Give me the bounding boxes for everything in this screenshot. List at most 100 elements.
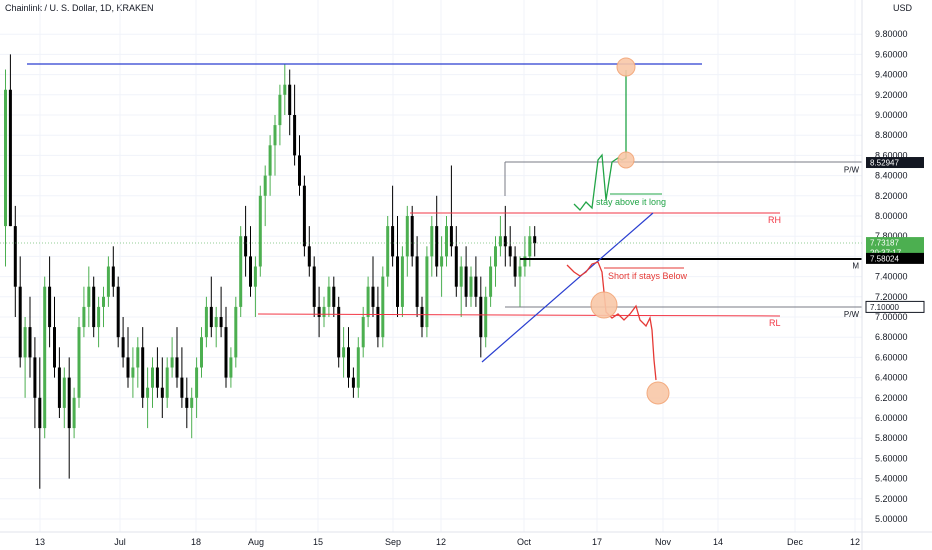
range-low-label: RL — [769, 318, 781, 328]
candle-body — [410, 216, 414, 257]
candlestick-series — [4, 54, 537, 489]
candle-body — [258, 195, 262, 267]
range-high-label: RH — [768, 215, 781, 225]
candle-body — [200, 337, 203, 368]
candle-body — [327, 286, 331, 307]
candle-body — [518, 266, 522, 277]
candle-body — [312, 266, 316, 307]
candle-body — [351, 377, 355, 388]
candle-body — [298, 155, 301, 186]
price-tick-label: 8.20000 — [875, 191, 908, 201]
price-tag-value: 7.73187 — [870, 239, 899, 248]
candle-body — [204, 306, 208, 338]
candle-body — [469, 276, 473, 297]
candle-body — [92, 286, 96, 328]
candle-body — [136, 347, 140, 368]
drawing-layer: RH RL stay above it long Short if stays Bel… — [0, 57, 862, 405]
price-tick-label: 9.20000 — [875, 90, 908, 100]
price-tick-label: 7.00000 — [875, 312, 908, 322]
candle-body — [533, 236, 537, 244]
time-tick-label: 13 — [35, 537, 45, 547]
candle-body — [454, 246, 458, 287]
candle-body — [131, 367, 135, 378]
range-low-line — [257, 313, 781, 317]
candle-body — [229, 357, 233, 378]
candle-body — [484, 296, 488, 338]
short-below-label: Short if stays Below — [608, 271, 688, 281]
candle-body — [337, 306, 341, 358]
price-tick-label: 6.60000 — [875, 352, 908, 362]
price-tick-label: 6.80000 — [875, 332, 908, 342]
candle-body — [391, 226, 395, 257]
time-tick-label: Jul — [114, 537, 126, 547]
price-tag-box — [865, 300, 925, 313]
candle-body — [498, 236, 502, 247]
candle-body — [430, 226, 434, 257]
time-axis[interactable]: 13 Jul 18 Aug 15 Sep 12 Oct 17 Nov 14 Dec 12 — [35, 537, 860, 547]
time-tick-label: Dec — [787, 537, 804, 547]
time-tick-label: 18 — [191, 537, 201, 547]
candle-body — [396, 256, 399, 307]
price-tick-label: 8.80000 — [875, 130, 908, 140]
candle-body — [190, 397, 194, 408]
candle-body — [528, 236, 532, 257]
price-tick-label: 8.40000 — [875, 171, 908, 181]
chart-title: Chainlink / U. S. Dollar, 1D, KRAKEN — [5, 3, 154, 13]
time-tick-label: 15 — [313, 537, 323, 547]
candle-body — [244, 236, 248, 257]
candle-body — [126, 357, 130, 378]
price-tag-value: 8.52947 — [870, 159, 899, 168]
candle-body — [155, 367, 159, 388]
price-tick-label: 5.00000 — [875, 514, 908, 524]
price-axis[interactable]: 9.80000 9.60000 9.40000 9.20000 9.00000 8.800… — [875, 29, 908, 524]
candle-body — [87, 286, 91, 307]
candle-body — [48, 286, 52, 328]
stay-above-label: stay above it long — [596, 197, 666, 207]
candle-body — [273, 125, 277, 146]
candle-body — [18, 286, 22, 358]
candle-body — [356, 347, 360, 388]
candle-body — [494, 246, 497, 267]
candle-body — [317, 306, 321, 317]
price-tick-label: 7.40000 — [875, 272, 908, 282]
candle-body — [111, 266, 115, 287]
candle-body — [366, 286, 370, 317]
candle-body — [283, 84, 287, 95]
candle-body — [209, 306, 213, 328]
candle-body — [67, 377, 71, 429]
candle-body — [425, 256, 429, 328]
candle-body — [23, 327, 27, 358]
bull-projection-path — [573, 70, 627, 211]
candle-body — [249, 256, 252, 287]
candle-body — [219, 317, 223, 328]
candle-body — [503, 236, 507, 247]
candle-body — [307, 246, 311, 267]
candle-body — [263, 175, 267, 196]
candle-body — [386, 226, 390, 277]
candle-body — [160, 387, 164, 398]
price-tags: 8.52947P/W7.7318720:37:177.58024M7.10000… — [844, 157, 925, 319]
price-tick-label: 6.00000 — [875, 413, 908, 423]
price-tag-value: 7.10000 — [870, 303, 899, 312]
candle-body — [62, 377, 66, 408]
candle-body — [459, 266, 463, 287]
price-tick-label: 9.60000 — [875, 49, 908, 59]
price-tick-label: 7.80000 — [875, 231, 908, 241]
candle-body — [513, 256, 517, 277]
candle-body — [175, 357, 179, 378]
candle-body — [151, 367, 154, 388]
candle-body — [102, 296, 105, 307]
price-tick-label: 9.80000 — [875, 29, 908, 39]
price-tick-label: 9.40000 — [875, 70, 908, 80]
candle-body — [43, 286, 47, 429]
price-tick-label: 5.60000 — [875, 453, 908, 463]
candle-body — [77, 327, 81, 398]
price-tag-side-label: P/W — [844, 310, 860, 319]
candle-body — [82, 306, 86, 328]
price-tick-label: 8.60000 — [875, 150, 908, 160]
price-tag-box — [866, 157, 924, 169]
candle-body — [38, 397, 42, 429]
candle-body — [268, 145, 272, 176]
candle-body — [180, 377, 184, 398]
